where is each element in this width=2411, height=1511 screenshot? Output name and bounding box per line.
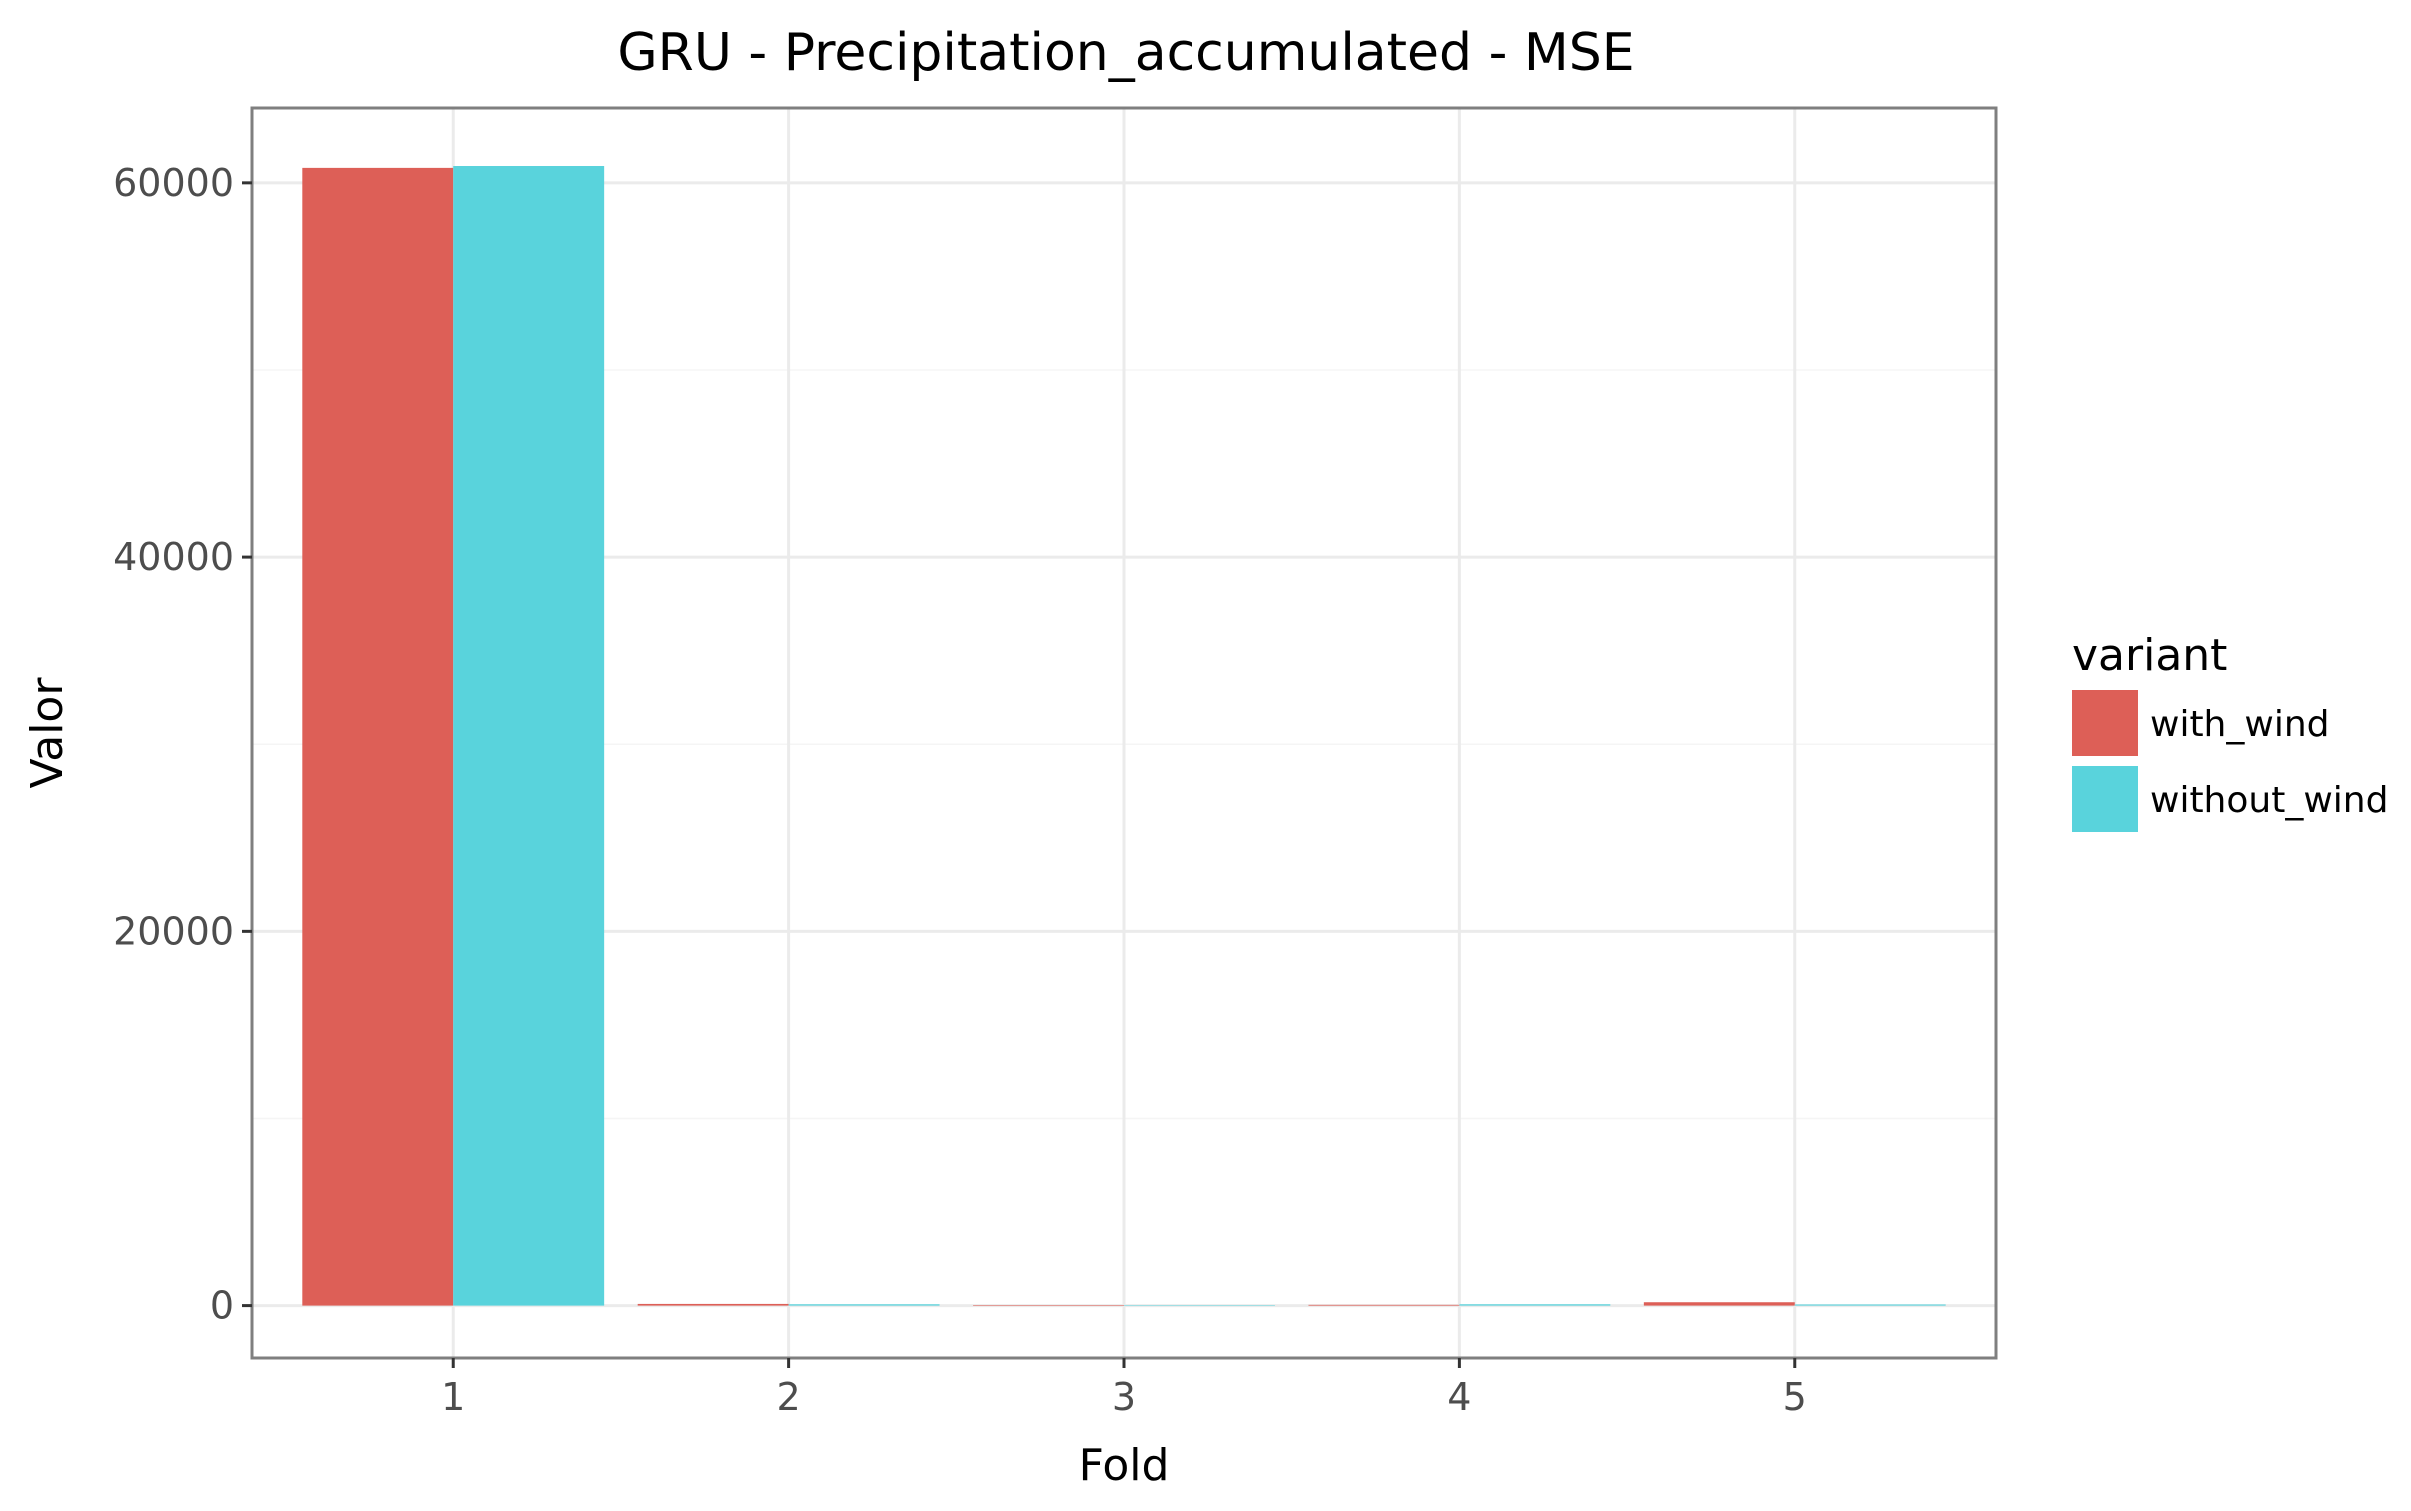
y-axis-title: Valor	[22, 677, 73, 789]
bar-without_wind-fold-2	[788, 1304, 940, 1306]
x-tick-label: 1	[441, 1375, 465, 1419]
y-tick-label: 40000	[113, 535, 234, 579]
legend-label-with_wind: with_wind	[2150, 704, 2330, 745]
bar-without_wind-fold-3	[1124, 1305, 1275, 1306]
chart-title: GRU - Precipitation_accumulated - MSE	[617, 23, 1634, 83]
bars	[302, 166, 1946, 1306]
legend-title: variant	[2072, 630, 2227, 681]
x-axis-title: Fold	[1079, 1440, 1170, 1491]
bar-without_wind-fold-1	[453, 166, 605, 1306]
bar-with_wind-fold-3	[973, 1305, 1124, 1306]
x-tick-label: 5	[1783, 1375, 1807, 1419]
axis-ticks: 0 20000 40000 60000 1 2 3 4 5	[113, 161, 1807, 1419]
x-tick-label: 2	[777, 1375, 801, 1419]
bar-with_wind-fold-4	[1308, 1304, 1460, 1306]
bar-without_wind-fold-5	[1794, 1304, 1946, 1306]
y-tick-label: 20000	[113, 909, 234, 953]
bar-without_wind-fold-4	[1459, 1304, 1611, 1306]
x-tick-label: 4	[1447, 1375, 1471, 1419]
y-tick-label: 0	[210, 1284, 234, 1328]
bar-with_wind-fold-1	[302, 167, 454, 1306]
legend: variant with_wind without_wind	[2072, 630, 2388, 832]
x-tick-label: 3	[1112, 1375, 1136, 1419]
legend-swatch-without_wind	[2072, 766, 2138, 832]
bar-with_wind-fold-2	[637, 1303, 789, 1306]
legend-swatch-with_wind	[2072, 690, 2138, 756]
legend-label-without_wind: without_wind	[2150, 780, 2388, 821]
bar-with_wind-fold-5	[1643, 1302, 1795, 1306]
y-tick-label: 60000	[113, 161, 234, 205]
